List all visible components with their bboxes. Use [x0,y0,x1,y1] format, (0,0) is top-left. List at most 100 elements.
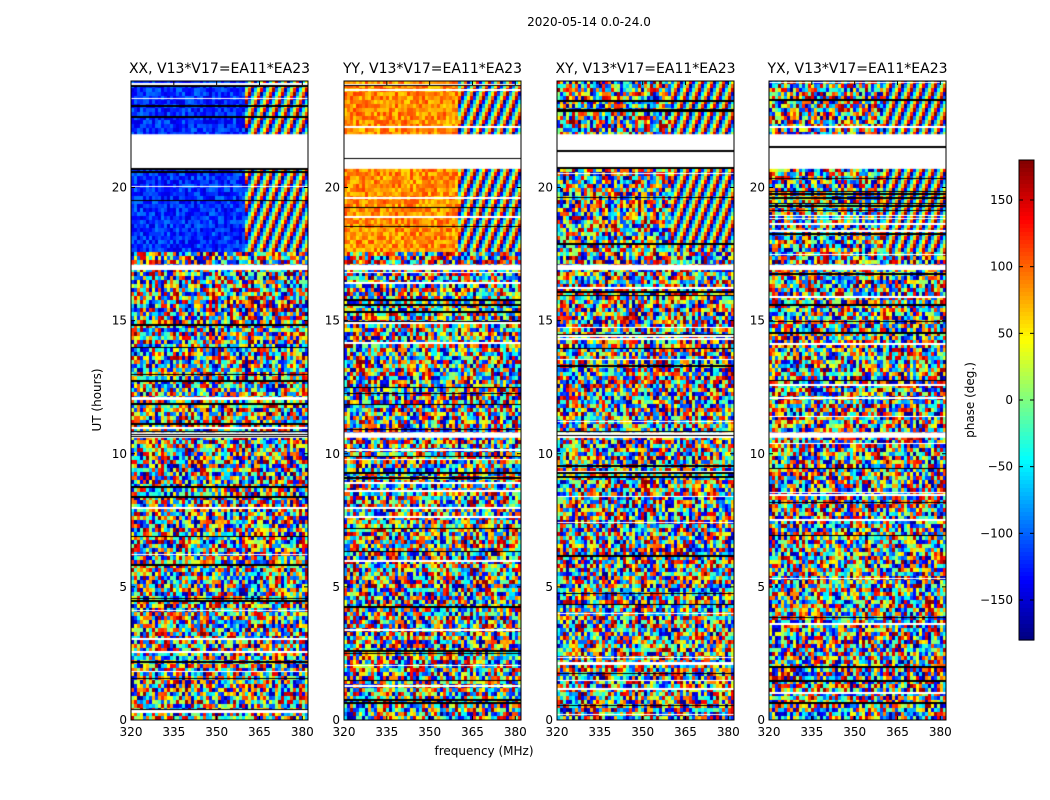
colorbar-segment [1019,324,1034,329]
heatmap-4 [769,81,946,720]
colorbar-segment [1019,204,1034,209]
colorbar-segment [1019,396,1034,401]
y-tick-label: 20 [112,181,127,195]
colorbar-tick-label: 150 [990,193,1013,207]
colorbar-segment [1019,180,1034,185]
panel-title: XY, V13*V17=EA11*EA23 [555,61,735,77]
colorbar-segment [1019,624,1034,629]
colorbar-segment [1019,532,1034,537]
colorbar-segment [1019,208,1034,213]
colorbar-segment [1019,372,1034,377]
panel-title: YY, V13*V17=EA11*EA23 [342,61,522,77]
x-tick-label: 365 [674,725,697,739]
colorbar-segment [1019,628,1034,633]
colorbar-segment [1019,416,1034,421]
colorbar-segment [1019,528,1034,533]
colorbar-segment [1019,308,1034,313]
colorbar-tick-label: −50 [988,460,1013,474]
colorbar-segment [1019,504,1034,509]
panel-1: XX, V13*V17=EA11*EA23 320 335 350 365 380 0 5 10… [112,61,314,739]
colorbar-segment [1019,364,1034,369]
colorbar-segment [1019,516,1034,521]
colorbar-segment [1019,544,1034,549]
y-tick-label: 20 [750,181,765,195]
x-tick-label: 335 [375,725,398,739]
heatmap-3 [557,81,734,720]
colorbar-segment [1019,260,1034,265]
colorbar-segment [1019,592,1034,597]
colorbar-segment [1019,164,1034,169]
colorbar-segment [1019,476,1034,481]
colorbar-segment [1019,456,1034,461]
colorbar-segment [1019,492,1034,497]
colorbar-segment [1019,224,1034,229]
y-tick-label: 0 [332,713,340,727]
colorbar-segment [1019,360,1034,365]
colorbar-segment [1019,632,1034,637]
colorbar-segment [1019,556,1034,561]
colorbar-segment [1019,568,1034,573]
colorbar-segment [1019,448,1034,453]
x-tick-label: 365 [461,725,484,739]
colorbar-segment [1019,404,1034,409]
x-tick-label: 350 [205,725,228,739]
colorbar-segment [1019,496,1034,501]
colorbar-segment [1019,212,1034,217]
colorbar-segment [1019,320,1034,325]
colorbar-segment [1019,428,1034,433]
colorbar-segment [1019,228,1034,233]
colorbar-segment [1019,304,1034,309]
colorbar-segment [1019,328,1034,333]
colorbar: −150 −100 −50 0 50 100 150 phase (deg.) [963,159,1035,641]
colorbar-segment [1019,284,1034,289]
colorbar-segment [1019,512,1034,517]
colorbar-segment [1019,616,1034,621]
y-tick-label: 5 [332,580,340,594]
colorbar-segment [1019,268,1034,273]
colorbar-segment [1019,400,1034,405]
y-tick-label: 0 [545,713,553,727]
colorbar-segment [1019,488,1034,493]
colorbar-segment [1019,276,1034,281]
panels: XX, V13*V17=EA11*EA23 320 335 350 365 380 0 5 10… [112,61,952,739]
y-tick-label: 20 [538,181,553,195]
colorbar-segment [1019,196,1034,201]
colorbar-segment [1019,548,1034,553]
colorbar-segment [1019,540,1034,545]
x-tick-label: 365 [248,725,271,739]
y-tick-label: 5 [757,580,765,594]
colorbar-segment [1019,200,1034,205]
colorbar-segment [1019,192,1034,197]
colorbar-segment [1019,580,1034,585]
y-tick-label: 0 [119,713,127,727]
colorbar-segment [1019,600,1034,605]
colorbar-segment [1019,408,1034,413]
axes-frame [556,80,735,721]
colorbar-segment [1019,536,1034,541]
colorbar-segment [1019,348,1034,353]
x-tick-label: 380 [929,725,952,739]
colorbar-segment [1019,480,1034,485]
colorbar-segment [1019,432,1034,437]
colorbar-segment [1019,420,1034,425]
colorbar-segment [1019,384,1034,389]
colorbar-segment [1019,500,1034,505]
colorbar-segment [1019,168,1034,173]
colorbar-segment [1019,296,1034,301]
panel-4: YX, V13*V17=EA11*EA23 320 335 350 365 380 0 5 10… [750,61,952,739]
colorbar-segment [1019,356,1034,361]
y-tick-label: 10 [538,447,553,461]
colorbar-segment [1019,248,1034,253]
y-tick-label: 15 [538,314,553,328]
colorbar-segment [1019,272,1034,277]
colorbar-segment [1019,336,1034,341]
y-tick-label: 5 [545,580,553,594]
colorbar-segment [1019,352,1034,357]
colorbar-segment [1019,560,1034,565]
colorbar-segment [1019,388,1034,393]
x-tick-label: 380 [717,725,740,739]
colorbar-segment [1019,460,1034,465]
heatmap-2 [344,81,521,720]
y-tick-label: 15 [112,314,127,328]
x-tick-label: 320 [758,725,781,739]
